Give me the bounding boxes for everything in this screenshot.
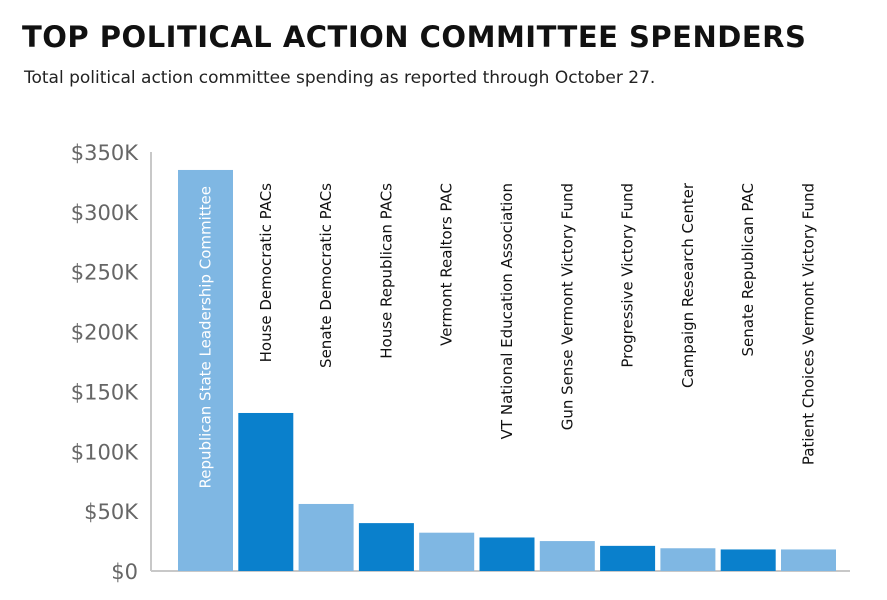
category-label: Republican State Leadership Committee — [197, 186, 215, 489]
category-label: House Democratic PACs — [257, 183, 275, 363]
category-label: Patient Choices Vermont Victory Fund — [800, 183, 818, 465]
y-tick-label: $200K — [71, 321, 139, 345]
bar — [600, 545, 656, 571]
y-tick-label: $150K — [71, 380, 139, 404]
category-label: Senate Republican PAC — [739, 183, 757, 356]
category-label: Vermont Realtors PAC — [438, 183, 456, 346]
bar — [419, 532, 475, 571]
y-tick-label: $0 — [111, 560, 138, 584]
bar — [358, 523, 414, 571]
bar — [298, 503, 354, 571]
category-label: VT National Education Association — [498, 183, 516, 439]
bar — [479, 537, 535, 571]
bar — [781, 549, 836, 571]
bar — [720, 549, 776, 571]
bar — [539, 541, 595, 571]
category-labels: Republican State Leadership Committee Hou… — [197, 182, 818, 488]
category-label: Senate Democratic PACs — [317, 183, 335, 368]
category-label: Gun Sense Vermont Victory Fund — [558, 183, 576, 430]
y-tick-label: $300K — [71, 201, 139, 225]
chart-subtitle: Total political action committee spendin… — [24, 68, 656, 88]
y-tick-label: $50K — [84, 500, 139, 524]
y-tick-label: $250K — [71, 261, 139, 285]
y-axis: $0 $50K $100K $150K $200K $250K $300K $350K — [71, 141, 850, 584]
bar — [660, 548, 716, 571]
chart-title: TOP POLITICAL ACTION COMMITTEE SPENDERS — [22, 20, 807, 54]
category-label: House Republican PACs — [377, 183, 395, 359]
category-label: Progressive Victory Fund — [619, 183, 637, 368]
y-tick-label: $100K — [71, 440, 139, 464]
category-label: Campaign Research Center — [679, 182, 697, 388]
bar — [238, 412, 294, 571]
bar — [178, 169, 233, 571]
bars — [178, 169, 836, 571]
y-tick-label: $350K — [71, 141, 139, 165]
